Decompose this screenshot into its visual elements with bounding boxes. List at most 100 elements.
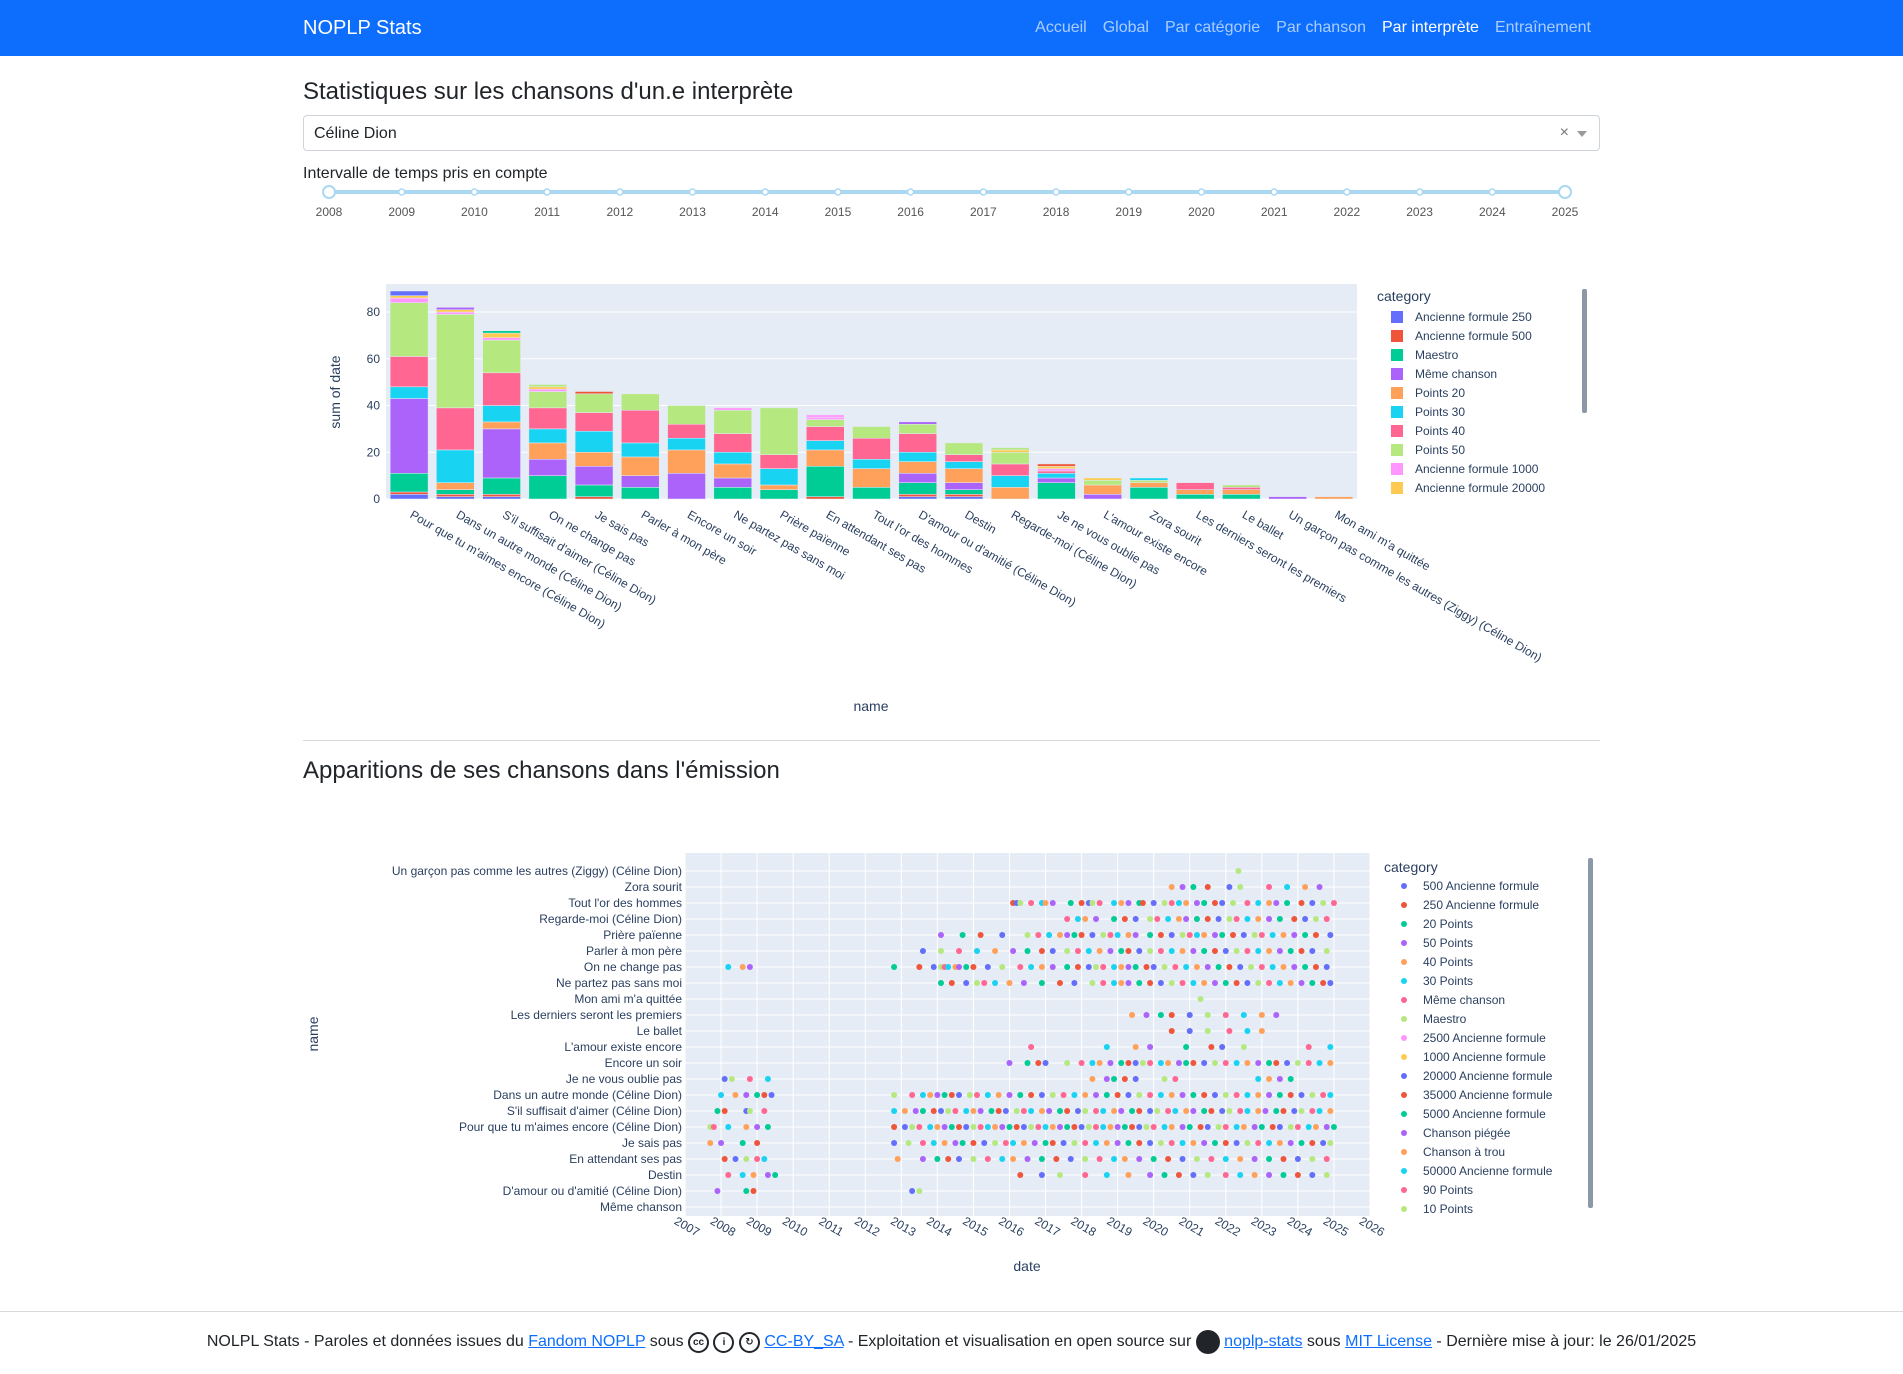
- scatter-point: [941, 1092, 948, 1098]
- legend-label: Ancienne formule 500: [1415, 329, 1532, 343]
- scatter-point: [1312, 964, 1319, 970]
- footer-text-4: sous: [1302, 1333, 1346, 1351]
- slider-year-label: 2012: [606, 205, 633, 219]
- scatter-point: [1147, 948, 1154, 954]
- scatter-point: [1093, 1140, 1099, 1146]
- fandom-link[interactable]: Fandom NOPLP: [528, 1333, 646, 1351]
- scatter-point: [1154, 916, 1161, 922]
- slider-mark: [1343, 188, 1351, 196]
- scatter-point: [718, 1092, 725, 1098]
- scatter-point: [1042, 1140, 1049, 1146]
- scatter-point: [1208, 1044, 1215, 1050]
- artist-select[interactable]: Céline Dion ×: [303, 115, 1600, 151]
- scatter-point: [909, 1092, 916, 1098]
- legend-marker: [1401, 997, 1407, 1003]
- y-tick-label: Encore un soir: [605, 1056, 682, 1070]
- scatter-point: [995, 1108, 1002, 1114]
- scatter-point: [1078, 900, 1085, 906]
- slider-handle-start[interactable]: [322, 185, 336, 199]
- scatter-point: [1183, 964, 1190, 970]
- scatter-point: [1100, 932, 1107, 938]
- scatter-point: [1237, 1156, 1244, 1162]
- scatter-point: [1266, 1092, 1273, 1098]
- scatter-point: [1157, 1060, 1164, 1066]
- scatter-point: [1175, 1172, 1182, 1178]
- scatter-point: [1327, 932, 1334, 938]
- chevron-down-icon[interactable]: [1577, 131, 1587, 137]
- scatter-point: [959, 932, 966, 938]
- clear-icon[interactable]: ×: [1559, 124, 1569, 141]
- bar-segment: [621, 409, 660, 444]
- scatter-point: [1093, 916, 1099, 922]
- scatter-point: [1002, 1108, 1009, 1114]
- year-range-slider[interactable]: 2008 2009 2010 2011 2012 2013 2014 2015 2016 2017…: [0, 0, 1903, 240]
- scatter-point: [1255, 900, 1262, 906]
- scatter-point: [1201, 900, 1208, 906]
- scatter-point: [1222, 1140, 1229, 1146]
- slider-label: Intervalle de temps pris en compte: [303, 165, 548, 182]
- brand[interactable]: NOPLP Stats: [303, 17, 422, 39]
- scatter-point: [725, 1124, 732, 1130]
- scatter-point: [1327, 1044, 1334, 1050]
- slider-handle-end[interactable]: [1558, 185, 1572, 199]
- scatter-point: [1244, 1108, 1251, 1114]
- scatter-point: [1266, 1060, 1273, 1066]
- scatter-point: [1302, 932, 1309, 938]
- slider-year-label: 2008: [316, 205, 343, 219]
- license-cc-link[interactable]: CC-BY_SA: [764, 1333, 844, 1351]
- scatter-point: [1280, 932, 1287, 938]
- scatter-point: [710, 1124, 717, 1130]
- scatter-point: [1035, 932, 1042, 938]
- scatter-point: [1111, 1076, 1118, 1082]
- github-repo-link[interactable]: noplp-stats: [1224, 1333, 1303, 1351]
- slider-year-label: 2009: [388, 205, 415, 219]
- scatter-point: [901, 1124, 908, 1130]
- nav-link-par-interprete[interactable]: Par interprète: [1382, 19, 1479, 36]
- scatter-point: [1226, 884, 1233, 890]
- nav-link-par-chanson[interactable]: Par chanson: [1276, 19, 1366, 36]
- scatter-point: [1168, 1012, 1175, 1018]
- mit-license-link[interactable]: MIT License: [1345, 1333, 1432, 1351]
- slider-mark: [761, 188, 769, 196]
- scatter-point: [1330, 900, 1337, 906]
- scatter-point: [1291, 916, 1298, 922]
- scatter-point: [1049, 1124, 1056, 1130]
- slider-mark: [1415, 188, 1424, 196]
- scatter-point: [977, 932, 984, 938]
- scatter-point: [1258, 964, 1265, 970]
- scatter-point: [948, 1092, 955, 1098]
- x-tick-label: 2021: [1177, 1214, 1207, 1240]
- scatter-point: [1168, 884, 1175, 890]
- scatter-point: [952, 1108, 959, 1114]
- scatter-point: [746, 964, 753, 970]
- y-tick-label: Parler à mon père: [586, 944, 682, 958]
- scatter-point: [1273, 1060, 1280, 1066]
- by-icon: i: [713, 1331, 735, 1353]
- scatter-point: [1266, 1076, 1273, 1082]
- scatter-point: [1071, 1140, 1078, 1146]
- scatter-point: [1186, 932, 1193, 938]
- legend-marker: [1401, 902, 1407, 908]
- slider-mark: [906, 188, 915, 196]
- scatter-point: [1172, 964, 1179, 970]
- nav-link-par-categorie[interactable]: Par catégorie: [1164, 19, 1261, 36]
- nav-link-accueil[interactable]: Accueil: [1035, 19, 1087, 36]
- scatter-point: [772, 1172, 779, 1178]
- nav-link-entrainement[interactable]: Entraînement: [1494, 19, 1591, 36]
- scatter-point: [1139, 1060, 1146, 1066]
- bar-segment: [621, 393, 660, 411]
- scatter-point: [750, 1172, 757, 1178]
- legend-label: 1000 Ancienne formule: [1423, 1050, 1546, 1064]
- scatter-point: [1258, 932, 1265, 938]
- scatter-point: [1237, 1172, 1244, 1178]
- scatter-point: [1179, 1092, 1186, 1098]
- scatter-point: [1089, 900, 1096, 906]
- bar-segment: [482, 330, 521, 334]
- scatter-point: [1226, 1028, 1233, 1034]
- scatter-point: [1085, 964, 1092, 970]
- scatter-point: [725, 964, 732, 970]
- nav-link-global[interactable]: Global: [1102, 19, 1149, 36]
- scatter-point: [1161, 1124, 1168, 1130]
- scatter-point: [1222, 1060, 1229, 1066]
- scatter-point: [1100, 964, 1107, 970]
